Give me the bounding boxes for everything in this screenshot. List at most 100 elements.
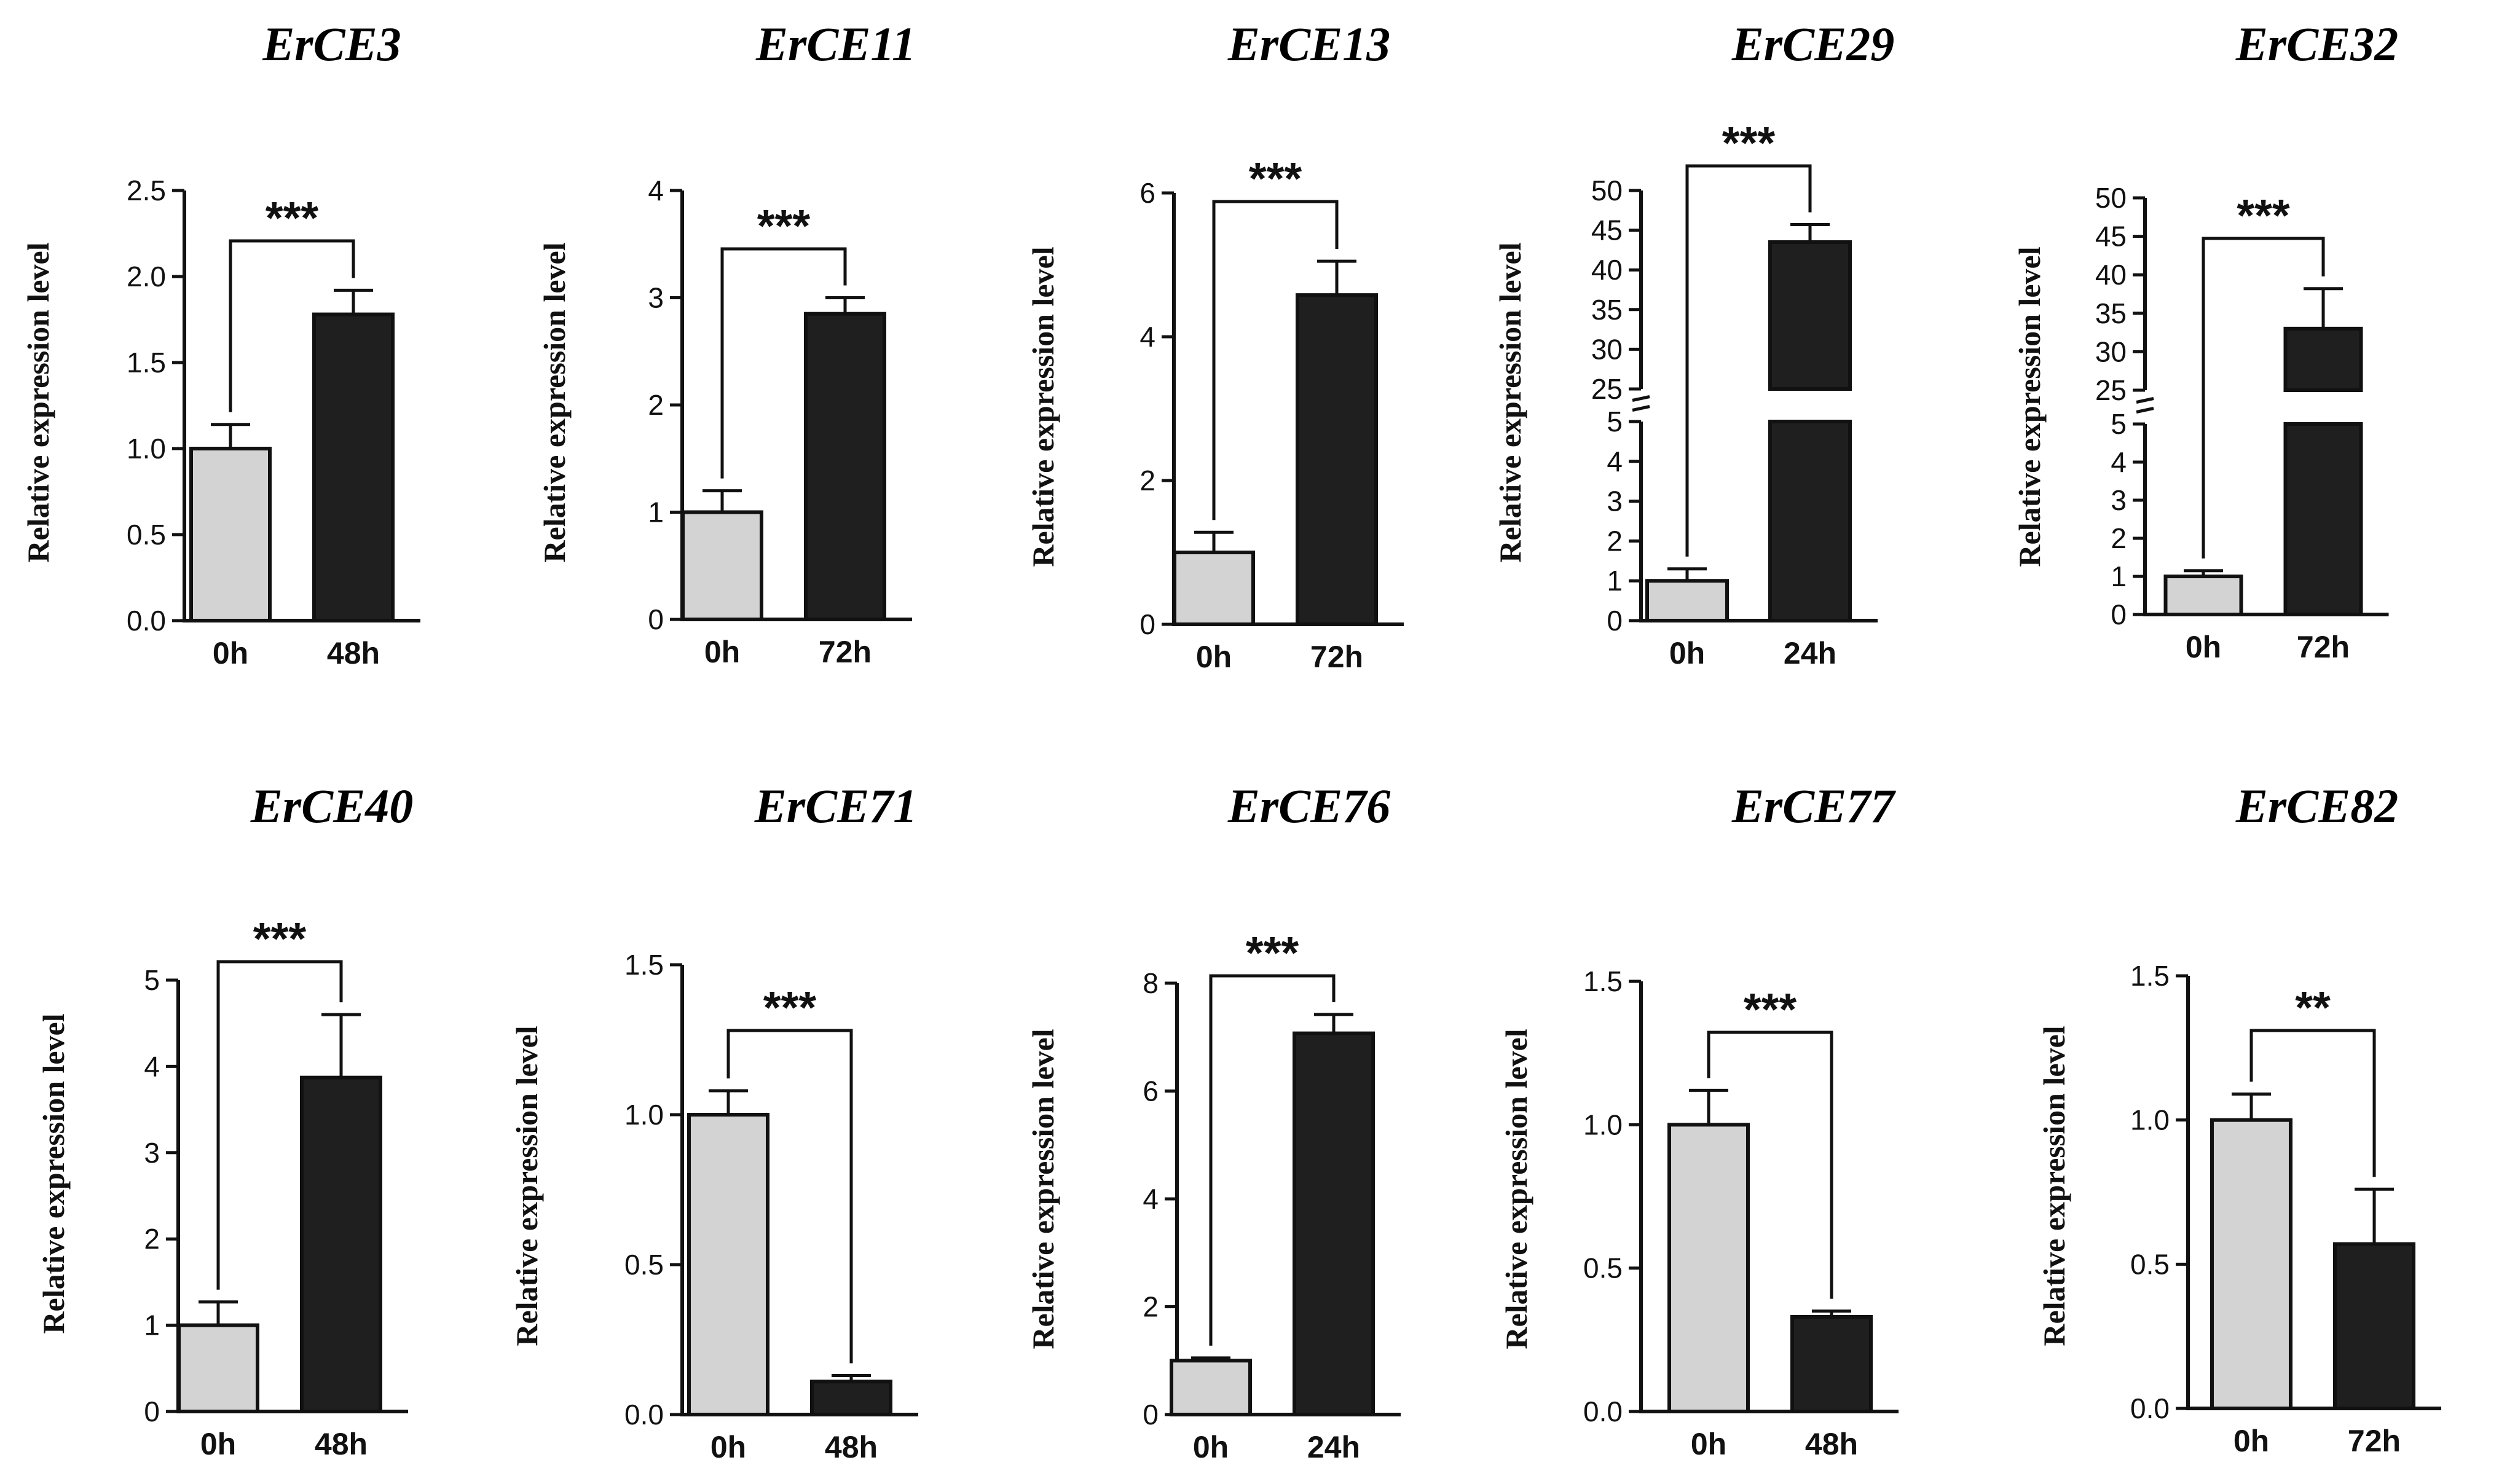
y-tick-label: 2 [1139,465,1155,497]
y-tick-label: 0 [648,603,664,635]
y-tick-label: 1 [2111,560,2127,592]
y-tick-label: 1.0 [1583,1109,1623,1140]
bar-0h [1173,551,1255,626]
y-tick-label: 3 [144,1137,160,1169]
x-category-label: 24h [1307,1430,1360,1464]
x-category-label: 72h [819,635,872,669]
significance-bracket [2249,1029,2376,1177]
y-tick-label: 4 [648,175,664,206]
significance-label: *** [763,982,817,1033]
significance-label: *** [1249,153,1302,204]
axis-break-mark [1632,405,1650,412]
y-tick-label: 4 [2111,446,2127,478]
y-tick-label: 1.0 [2130,1104,2170,1136]
x-category-label: 0h [710,1430,746,1464]
bar-48h [300,1075,382,1413]
bar-72h [804,312,886,621]
chart-panel-erce77: ErCE77 Relative expression level 0.0 0.5 1.0… [1499,779,1899,1461]
y-tick-label: 0.0 [624,1399,664,1431]
y-tick-label: 0 [1143,1399,1159,1431]
y-axis-label: Relative expression level [1026,246,1060,567]
significance-label: *** [1722,117,1776,168]
x-category-label: 24h [1784,636,1836,670]
significance-bracket [1685,164,1812,557]
significance-label: *** [757,200,811,251]
y-tick-label: 30 [2095,336,2127,367]
x-category-label: 72h [2348,1424,2401,1458]
significance-bracket [726,1029,853,1364]
bar-0h [189,447,272,622]
y-tick-label: 5 [1607,406,1623,438]
y-tick-label: 8 [1143,967,1159,999]
significance-bracket [216,960,343,1290]
significance-label: *** [253,913,307,964]
bar-0h [681,510,763,621]
axis-break-mark [2136,397,2154,404]
y-tick-label: 45 [2095,221,2127,253]
bar-48h [312,312,395,622]
y-axis-label: Relative expression level [1493,242,1527,562]
bar-0h [177,1323,259,1414]
x-category-label: 0h [704,635,740,669]
y-tick-label: 2 [144,1223,160,1255]
y-tick-label: 0.5 [1583,1252,1623,1284]
x-category-label: 0h [213,636,248,670]
significance-label: *** [266,192,319,243]
chart-title: ErCE71 [754,779,917,833]
significance-label: *** [1744,984,1797,1035]
chart-panel-erce11: ErCE11 Relative expression level 0 1 2 3 4 0h 72… [537,17,916,669]
bar-0h [687,1113,769,1416]
y-tick-label: 1.5 [2130,960,2170,992]
chart-title: ErCE32 [2235,17,2398,71]
bar-24h [1768,240,1852,391]
y-tick-label: 3 [2111,484,2127,516]
x-category-label: 0h [1669,636,1705,670]
y-tick-label: 40 [1591,254,1623,286]
y-tick-label: 6 [1139,177,1155,209]
bar-0h [2163,575,2243,616]
y-tick-label: 1.5 [127,347,166,379]
y-axis-label: Relative expression level [510,1026,544,1346]
y-tick-label: 0.5 [624,1249,664,1281]
y-tick-label: 30 [1591,333,1623,365]
chart-title: ErCE3 [262,17,401,71]
y-tick-label: 2.5 [127,175,166,206]
y-tick-label: 40 [2095,259,2127,291]
y-tick-label: 2 [2111,522,2127,554]
y-tick-label: 1 [144,1309,160,1341]
bar-72h [2333,1242,2415,1410]
significance-bracket [2202,237,2325,559]
y-tick-label: 25 [1591,373,1623,405]
x-category-label: 48h [327,636,380,670]
chart-panel-erce76: ErCE76 Relative expression level 0 2 4 6 8 0h 24… [1026,779,1401,1464]
chart-title: ErCE11 [755,17,916,71]
y-tick-label: 45 [1591,214,1623,246]
y-tick-label: 50 [1591,175,1623,206]
y-tick-label: 5 [2111,408,2127,440]
y-tick-label: 4 [144,1050,160,1082]
y-tick-label: 0.0 [1583,1396,1623,1427]
chart-panel-erce40: ErCE40 Relative expression level 0 1 2 3 4 5 0h 4… [36,779,413,1461]
x-category-label: 72h [1310,640,1363,674]
y-axis-label: Relative expression level [2037,1026,2071,1346]
y-tick-label: 5 [144,964,160,996]
significance-label: ** [2295,982,2331,1033]
y-tick-label: 3 [648,282,664,314]
y-tick-label: 1.5 [624,949,664,981]
y-axis-label: Relative expression level [36,1013,71,1333]
y-tick-label: 4 [1139,321,1155,353]
chart-title: ErCE77 [1731,779,1896,833]
bar-0h [1645,579,1729,623]
significance-bracket [1707,1031,1833,1299]
x-category-label: 0h [200,1427,236,1461]
bar-72h [1296,293,1378,626]
y-tick-label: 0 [1139,608,1155,640]
y-tick-label: 4 [1607,446,1623,477]
chart-title: ErCE40 [250,779,413,833]
chart-title: ErCE29 [1731,17,1894,71]
significance-bracket [720,247,847,479]
bar-72h [2283,326,2363,393]
chart-panel-erce82: ErCE82 Relative expression level 0.0 0.5 1.0… [2037,779,2441,1458]
bar-24h [1293,1031,1375,1417]
